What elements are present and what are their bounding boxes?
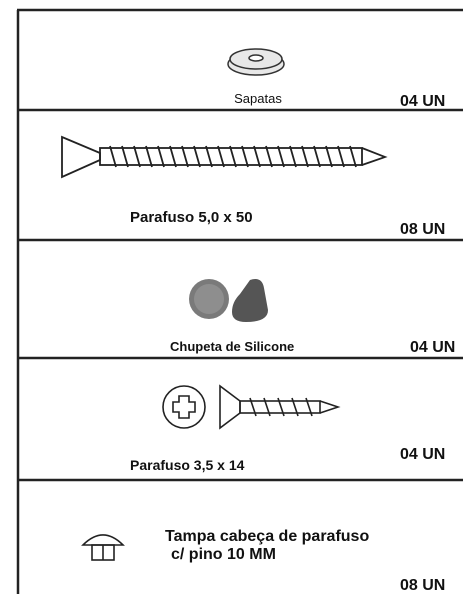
item-label: Parafuso 5,0 x 50	[130, 209, 253, 226]
item-label: Sapatas	[234, 91, 282, 106]
item-label: Tampa cabeça de parafuso	[165, 528, 369, 545]
item-quantity: 04 UN	[400, 446, 445, 463]
screw-large-icon	[61, 135, 388, 179]
foot-pad-icon	[227, 48, 285, 76]
bumper-icon	[189, 279, 268, 322]
item-quantity: 08 UN	[400, 221, 445, 238]
item-quantity: 08 UN	[400, 577, 445, 594]
frame	[16, 8, 463, 594]
item-label: c/ pino 10 MM	[171, 546, 276, 563]
cap-icon	[81, 534, 125, 561]
item-quantity: 04 UN	[410, 339, 455, 356]
item-quantity: 04 UN	[400, 93, 445, 110]
item-label: Chupeta de Silicone	[170, 339, 294, 354]
screw-small-icon	[162, 384, 341, 430]
item-label: Parafuso 3,5 x 14	[130, 457, 245, 473]
